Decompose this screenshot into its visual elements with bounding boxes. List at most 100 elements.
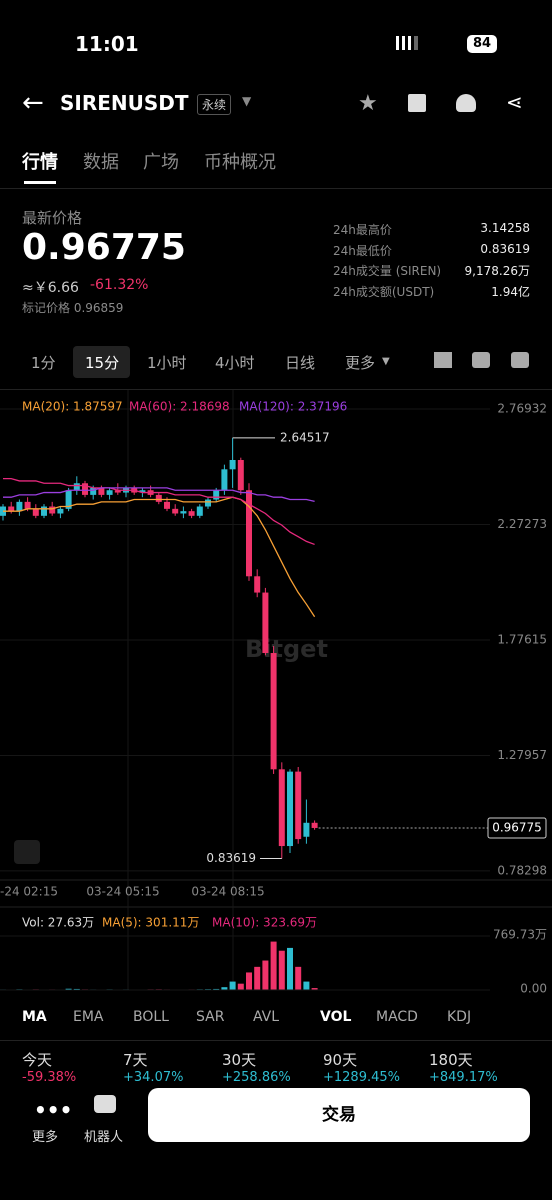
divider [0, 188, 552, 189]
symbol-dropdown[interactable]: ▼ [242, 94, 252, 108]
volume-bar [246, 972, 252, 990]
candle-body [65, 490, 72, 509]
signal-icon [396, 36, 418, 50]
bot-icon[interactable] [456, 94, 476, 112]
return-period: 30天 [222, 1051, 257, 1069]
back-button[interactable]: ← [22, 88, 44, 118]
candle-body [139, 490, 146, 493]
timeframe[interactable]: 日线 [285, 354, 316, 372]
robot-icon[interactable] [94, 1095, 116, 1113]
stat-value: 9,178.26万 [464, 264, 530, 279]
tab[interactable]: 广场 [143, 152, 179, 173]
volume-tick-label: 0.00 [520, 982, 547, 996]
notes-icon[interactable] [408, 94, 426, 112]
ma-line [3, 496, 316, 618]
return-period: 7天 [123, 1051, 148, 1069]
candle-body [90, 487, 97, 495]
ma-line [3, 477, 315, 546]
volume-bar [262, 960, 269, 990]
volume-bar [311, 988, 318, 990]
candle-body [188, 511, 195, 516]
indicator-tab[interactable]: VOL [320, 1009, 352, 1025]
tab[interactable]: 数据 [83, 152, 119, 173]
ma-label: MA(120): 2.37196 [239, 400, 347, 414]
tab[interactable]: 币种概况 [204, 152, 276, 173]
timeframe[interactable]: 更多 [345, 354, 376, 372]
return-value: -59.38% [22, 1070, 77, 1082]
dropdown[interactable]: ▼ [382, 356, 390, 367]
candle-body [287, 771, 293, 847]
robot-button[interactable]: 机器人 [84, 1130, 124, 1145]
volume-label: Vol: 27.63万 [22, 916, 94, 930]
more-icon[interactable]: ••• [34, 1098, 73, 1122]
candle-body [270, 653, 277, 770]
price-change: -61.32% [90, 277, 149, 293]
timeframe[interactable]: 1小时 [147, 354, 187, 372]
cny-price: ≈￥6.66 [22, 280, 79, 296]
low-label: 0.83619 [206, 851, 256, 865]
candle-body [32, 508, 39, 516]
stat-value: 0.83619 [480, 241, 530, 256]
indicator-tab[interactable]: MACD [376, 1009, 418, 1025]
trade-button[interactable]: 交易 [148, 1088, 530, 1142]
stat-label: 24h最低价 [333, 243, 392, 258]
volume-bar [287, 947, 293, 990]
high-label: 2.64517 [280, 430, 330, 444]
stat-label: 24h成交量 (SIREN) [333, 264, 442, 279]
candle-body [246, 490, 252, 577]
battery: 84 [467, 35, 497, 53]
settings-icon[interactable] [511, 352, 529, 368]
more-button[interactable]: 更多 [32, 1130, 59, 1145]
return-period: 180天 [429, 1051, 473, 1069]
return-value: +34.07% [123, 1070, 184, 1082]
indicator-tab[interactable]: MA [22, 1009, 47, 1025]
last-price-box [487, 817, 547, 839]
reset-button[interactable] [14, 840, 40, 864]
x-tick-label: 03-24 05:15 [86, 885, 159, 899]
price-label[interactable]: 最新价格 [22, 209, 83, 227]
indicator-tab[interactable]: KDJ [447, 1009, 472, 1025]
return-value: +849.17% [429, 1070, 498, 1082]
candle-body [196, 506, 203, 516]
tab[interactable]: 行情 [22, 152, 58, 173]
x-tick-label: 03-24 08:15 [191, 885, 264, 899]
timeframe[interactable]: 1分 [31, 354, 56, 372]
divider [0, 389, 552, 390]
candle-body [24, 501, 31, 509]
candle-body [221, 469, 228, 491]
contract-tag: 永续 [197, 94, 232, 115]
candle-body [57, 508, 64, 514]
favorite-icon[interactable]: ★ [358, 91, 378, 116]
y-tick-label: 1.77615 [497, 632, 547, 646]
draw-icon[interactable] [472, 352, 490, 368]
mark-price: 标记价格 0.96859 [22, 301, 124, 315]
candle-body [106, 490, 113, 495]
x-tick-label: -24 02:15 [0, 885, 58, 899]
last-price: 0.96775 [22, 227, 186, 268]
return-period: 90天 [323, 1051, 358, 1069]
symbol[interactable]: SIRENUSDT [60, 91, 189, 115]
divider [0, 1040, 552, 1041]
indicator-tab[interactable]: BOLL [133, 1009, 169, 1025]
candle-body [254, 576, 261, 593]
candle-body [41, 506, 47, 516]
candle-body [311, 822, 318, 828]
candle-body [82, 483, 88, 495]
indicator-tab[interactable]: EMA [73, 1009, 104, 1025]
candle-body [164, 501, 170, 509]
volume-bar [303, 981, 310, 990]
timeframe[interactable]: 15分 [85, 354, 120, 372]
candle-body [278, 769, 285, 847]
stat-value: 1.94亿 [491, 285, 530, 300]
y-tick-label: 2.76932 [497, 401, 547, 415]
timeframe[interactable]: 4小时 [215, 354, 255, 372]
candle-body [98, 487, 105, 495]
indicator-tab[interactable]: AVL [253, 1009, 280, 1025]
candle-body [237, 460, 244, 491]
share-icon[interactable]: ⋖ [506, 90, 523, 114]
indicator-tab[interactable]: SAR [196, 1009, 225, 1025]
volume-label: MA(5): 301.11万 [102, 916, 199, 930]
chart-style-icon[interactable] [434, 352, 452, 368]
returns: 今天 -59.38% 7天 +34.07% 30天 +258.86% 90天 +1289.45… [0, 1045, 552, 1082]
